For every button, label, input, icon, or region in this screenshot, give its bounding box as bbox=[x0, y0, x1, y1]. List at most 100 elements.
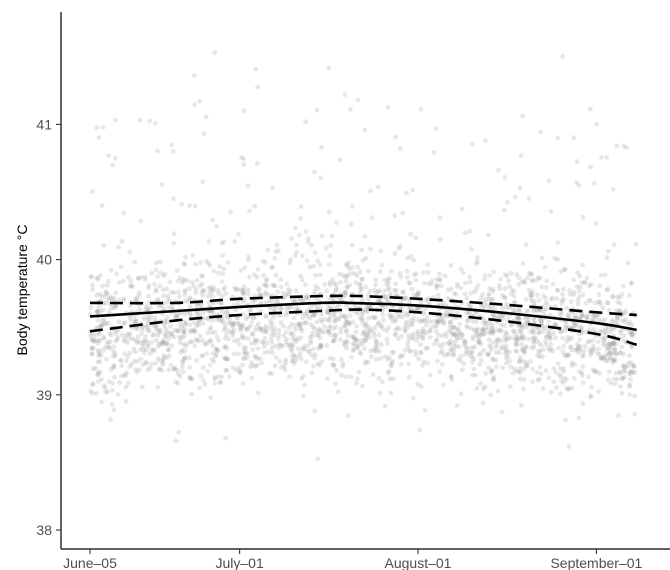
scatter-point bbox=[244, 351, 250, 357]
scatter-point bbox=[357, 350, 363, 355]
scatter-point bbox=[290, 332, 296, 338]
scatter-point bbox=[574, 346, 579, 352]
scatter-point bbox=[560, 53, 565, 59]
scatter-point bbox=[304, 294, 310, 300]
scatter-point bbox=[303, 229, 309, 235]
scatter-point bbox=[337, 157, 343, 163]
scatter-point bbox=[397, 305, 403, 311]
scatter-point bbox=[395, 336, 401, 342]
scatter-point bbox=[305, 309, 310, 315]
scatter-point bbox=[422, 318, 427, 323]
scatter-point bbox=[307, 334, 313, 340]
scatter-point bbox=[620, 364, 626, 370]
scatter-point bbox=[183, 343, 188, 349]
scatter-point bbox=[148, 313, 154, 319]
scatter-point bbox=[528, 292, 533, 298]
scatter-point bbox=[344, 317, 349, 323]
scatter-point bbox=[221, 344, 227, 350]
scatter-point bbox=[95, 309, 100, 314]
scatter-point bbox=[89, 351, 95, 357]
scatter-point bbox=[187, 328, 193, 333]
scatter-point bbox=[153, 260, 159, 266]
scatter-point bbox=[402, 324, 408, 330]
scatter-point bbox=[342, 339, 348, 345]
scatter-point bbox=[219, 241, 225, 246]
scatter-point bbox=[490, 339, 496, 345]
scatter-point bbox=[580, 312, 585, 318]
scatter-point bbox=[607, 341, 613, 347]
scatter-point bbox=[196, 322, 202, 328]
scatter-point bbox=[209, 357, 215, 362]
scatter-point bbox=[509, 322, 514, 328]
scatter-point bbox=[227, 315, 233, 321]
scatter-point bbox=[610, 293, 615, 299]
scatter-point bbox=[198, 260, 203, 266]
scatter-point bbox=[161, 339, 167, 345]
scatter-point bbox=[611, 340, 617, 346]
scatter-point bbox=[384, 282, 390, 287]
scatter-point bbox=[114, 337, 120, 343]
scatter-point bbox=[389, 360, 395, 366]
scatter-point bbox=[467, 279, 473, 285]
scatter-point bbox=[486, 232, 491, 238]
scatter-point bbox=[530, 366, 536, 372]
scatter-point bbox=[344, 328, 349, 333]
scatter-point bbox=[205, 260, 211, 266]
scatter-point bbox=[483, 320, 489, 325]
scatter-point bbox=[562, 328, 567, 334]
scatter-point bbox=[250, 363, 256, 368]
scatter-point bbox=[595, 351, 600, 356]
scatter-point bbox=[448, 319, 454, 324]
scatter-point bbox=[333, 318, 339, 324]
scatter-point bbox=[153, 338, 159, 343]
scatter-point bbox=[135, 298, 140, 303]
scatter-point bbox=[248, 307, 254, 313]
scatter-point bbox=[535, 353, 541, 358]
scatter-point bbox=[139, 384, 145, 390]
scatter-point bbox=[580, 292, 586, 298]
scatter-point bbox=[332, 280, 337, 286]
scatter-point bbox=[359, 276, 365, 282]
scatter-point bbox=[213, 346, 219, 352]
scatter-point bbox=[290, 353, 296, 359]
scatter-point bbox=[255, 321, 261, 327]
scatter-point bbox=[135, 334, 141, 340]
scatter-point bbox=[616, 413, 621, 418]
scatter-point bbox=[211, 285, 217, 290]
scatter-point bbox=[210, 288, 216, 293]
scatter-point bbox=[628, 360, 634, 365]
scatter-point bbox=[350, 347, 356, 352]
x-tick-label: July–01 bbox=[215, 555, 263, 570]
scatter-point bbox=[263, 313, 269, 319]
scatter-point bbox=[272, 363, 278, 369]
scatter-point bbox=[317, 326, 322, 332]
scatter-point bbox=[448, 374, 454, 380]
scatter-point bbox=[192, 203, 198, 209]
scatter-point bbox=[124, 358, 129, 363]
scatter-point bbox=[97, 359, 103, 365]
scatter-point bbox=[475, 255, 480, 260]
scatter-point bbox=[288, 342, 294, 347]
scatter-point bbox=[255, 338, 261, 344]
scatter-point bbox=[484, 352, 490, 357]
scatter-point bbox=[395, 325, 400, 331]
scatter-point bbox=[270, 282, 276, 288]
scatter-point bbox=[254, 275, 260, 280]
scatter-point bbox=[402, 347, 408, 353]
scatter-point bbox=[339, 313, 344, 319]
y-tick-label: 40 bbox=[36, 252, 52, 268]
scatter-point bbox=[520, 323, 526, 329]
scatter-point bbox=[447, 309, 453, 314]
scatter-point bbox=[379, 262, 385, 268]
scatter-point bbox=[468, 290, 474, 296]
scatter-point bbox=[121, 338, 127, 344]
scatter-point bbox=[122, 372, 127, 378]
scatter-point bbox=[519, 358, 525, 364]
scatter-point bbox=[249, 375, 255, 381]
scatter-point bbox=[133, 318, 139, 323]
scatter-point bbox=[370, 372, 376, 377]
scatter-point bbox=[232, 285, 238, 291]
scatter-point bbox=[165, 342, 170, 347]
scatter-point bbox=[220, 314, 226, 319]
scatter-point bbox=[243, 350, 249, 355]
